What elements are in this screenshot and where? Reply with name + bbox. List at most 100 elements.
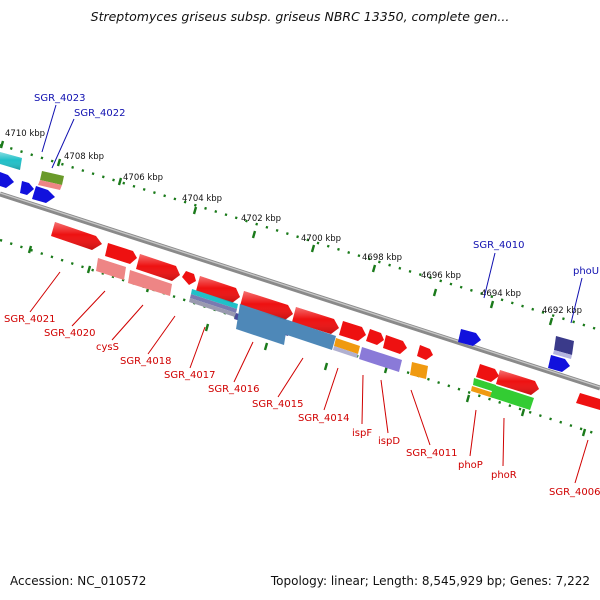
bottom-gene-labels: SGR_4021 SGR_4020 cysS SGR_4018 SGR_4017… [4,314,600,498]
leader-line [502,417,505,467]
scale-label: 4702 kbp [241,214,281,224]
gene-feature[interactable] [284,320,336,350]
gene-feature[interactable] [32,186,55,203]
gene-label-ispf[interactable]: ispF [352,428,372,439]
tick [204,323,210,332]
tick [489,300,495,309]
gene-feature[interactable] [40,171,64,185]
gene-feature[interactable] [182,271,196,285]
gene-feature[interactable] [490,385,534,410]
tick [323,362,329,371]
gene-feature[interactable] [476,364,499,382]
gene-label-sgr-4011[interactable]: SGR_4011 [406,448,458,459]
gene-label-ispd[interactable]: ispD [378,436,400,447]
accession-text: Accession: NC_010572 [10,574,147,588]
gene-feature[interactable] [333,346,358,358]
gene-feature[interactable] [0,152,22,170]
gene-feature[interactable] [359,347,402,372]
gene-feature[interactable] [339,321,366,341]
gene-label-phop[interactable]: phoP [458,460,483,471]
gene-feature[interactable] [383,335,407,354]
leader-line [469,409,477,457]
gene-label-phor[interactable]: phoR [491,470,517,481]
forward-genes [0,152,574,372]
gene-feature[interactable] [366,329,384,345]
gene-label-sgr-4016[interactable]: SGR_4016 [208,384,260,395]
gene-feature[interactable] [417,345,433,360]
leader-line [574,439,589,484]
tick [56,158,62,167]
chromosome-backbone-highlight [0,192,600,388]
scale-label: 4704 kbp [182,194,222,204]
scale-label: 4700 kbp [301,234,341,244]
gene-feature[interactable] [410,362,428,379]
gene-label-phou[interactable]: phoU [573,266,599,277]
scale-label: 4698 kbp [362,253,402,263]
gene-label-sgr-4010[interactable]: SGR_4010 [473,240,525,251]
leader-line [51,118,75,169]
genome-stats-text: Topology: linear; Length: 8,545,929 bp; … [270,574,590,588]
gene-label-sgr-4023[interactable]: SGR_4023 [34,93,86,104]
gene-feature[interactable] [576,393,600,410]
leader-line [570,277,583,324]
gene-feature[interactable] [190,294,237,313]
leader-line [111,304,144,341]
tick [520,408,526,417]
tick [251,230,257,239]
gene-feature[interactable] [334,338,360,354]
shade [496,370,539,395]
shade [240,291,293,320]
scale-label: 4694 kbp [481,289,521,299]
leader-line [147,315,176,355]
leader-line [233,341,254,383]
gene-label-sgr-4014[interactable]: SGR_4014 [298,413,350,424]
shade [51,222,102,250]
leader-line [380,379,389,434]
gene-label-sgr-4021[interactable]: SGR_4021 [4,314,56,325]
gene-feature[interactable] [0,172,14,188]
gene-label-sgr-4015[interactable]: SGR_4015 [252,399,304,410]
scale-label: 4708 kbp [64,152,104,162]
shade [136,254,180,281]
gene-label-sgr-4020[interactable]: SGR_4020 [44,328,96,339]
gene-feature[interactable] [554,336,574,355]
gene-feature[interactable] [473,378,496,392]
gene-feature[interactable] [191,289,238,309]
shade [196,276,240,303]
gene-feature[interactable] [471,386,494,398]
gene-feature[interactable] [548,355,570,372]
gene-feature[interactable] [128,270,172,296]
gene-label-cyss[interactable]: cysS [96,342,119,353]
top-leader-lines [41,104,583,324]
top-major-ticks [0,140,554,326]
genome-title: Streptomyces griseus subsp. griseus NBRC… [90,9,510,24]
tick [310,244,316,253]
gene-feature[interactable] [458,329,481,346]
tick [117,177,123,186]
bottom-scale-line [0,238,600,437]
gene-feature[interactable] [38,180,62,190]
gene-label-sgr-4006[interactable]: SGR_4006 [549,487,600,498]
leader-line [483,252,496,299]
gene-feature[interactable] [20,181,34,195]
leader-line [71,290,106,327]
bottom-leader-lines [29,271,589,484]
chromosome-backbone [0,191,600,391]
tick [0,140,5,149]
gene-feature[interactable] [105,243,137,264]
gene-feature[interactable] [189,298,236,317]
gene-label-sgr-4018[interactable]: SGR_4018 [120,356,172,367]
gene-feature[interactable] [236,304,288,345]
tick [548,317,554,326]
leader-line [29,271,61,313]
gene-feature[interactable] [553,350,572,359]
leader-line [189,326,206,369]
tick [27,245,33,254]
gene-label-sgr-4017[interactable]: SGR_4017 [164,370,216,381]
gene-label-sgr-4022[interactable]: SGR_4022 [74,108,126,119]
leader-line [277,357,304,398]
gene-feature[interactable] [96,258,126,280]
scale-labels: 4710 kbp 4708 kbp 4706 kbp 4704 kbp 4702… [5,129,582,316]
scale-label: 4706 kbp [123,173,163,183]
